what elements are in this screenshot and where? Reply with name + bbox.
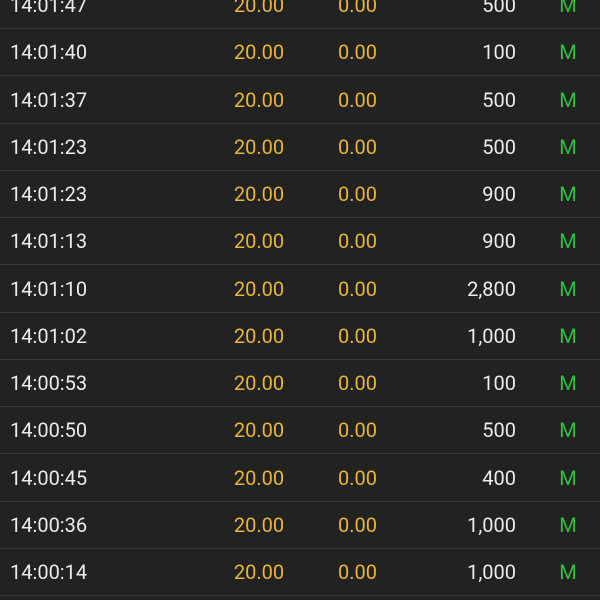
trade-type: M (559, 87, 577, 112)
trade-time: 14:01:23 (10, 182, 88, 206)
trade-type: M (559, 182, 577, 206)
trade-type: M (559, 229, 577, 254)
trade-change: 0.00 (338, 40, 377, 65)
trade-volume: 900 (482, 229, 516, 254)
trade-volume: 2,800 (467, 276, 516, 301)
trade-time: 14:00:53 (10, 371, 88, 395)
trade-price: 20.00 (233, 465, 285, 490)
trade-price: 20.00 (233, 0, 285, 17)
trade-row: 14:01:02 20.00 0.00 1,000 M (0, 313, 600, 360)
trade-row: 14:01:23 20.00 0.00 900 M (0, 171, 600, 218)
trade-row: 14:01:40 20.00 0.00 100 M (0, 29, 600, 77)
trade-volume: 500 (482, 87, 516, 112)
trade-row: 14:01:47 20.00 0.00 500 M (0, 0, 600, 29)
trade-change: 0.00 (338, 87, 377, 112)
trade-price: 20.00 (233, 512, 285, 537)
trade-volume: 500 (482, 0, 516, 17)
trade-change: 0.00 (338, 512, 377, 537)
trade-volume: 1,000 (467, 323, 516, 348)
trade-row: 14:01:37 20.00 0.00 500 M (0, 77, 600, 124)
trade-price: 20.00 (233, 40, 285, 65)
trade-change: 0.00 (338, 182, 377, 206)
trade-time: 14:01:10 (10, 276, 88, 301)
trade-time: 14:01:23 (10, 134, 88, 159)
trade-change: 0.00 (338, 465, 377, 490)
trade-price: 20.00 (233, 418, 285, 443)
trade-type: M (559, 276, 577, 301)
trade-volume: 1,000 (467, 512, 516, 537)
trade-price: 20.00 (233, 276, 285, 301)
trade-time: 14:01:02 (10, 323, 88, 348)
trade-volume: 1,000 (467, 560, 516, 584)
trade-change: 0.00 (338, 134, 377, 159)
trade-change: 0.00 (338, 560, 377, 584)
trade-time: 14:00:14 (10, 560, 88, 584)
trade-type: M (559, 0, 577, 17)
trade-row: 14:01:13 20.00 0.00 900 M (0, 218, 600, 266)
trade-row: 14:00:45 20.00 0.00 400 M (0, 455, 600, 502)
trade-change: 0.00 (338, 323, 377, 348)
trade-time: 14:01:40 (10, 40, 88, 65)
trade-row: 14:00:14 20.00 0.00 1,000 M (0, 549, 600, 596)
trade-time: 14:00:50 (10, 418, 88, 443)
trade-price: 20.00 (233, 560, 285, 584)
trade-price: 20.00 (233, 229, 285, 254)
trade-row: 14:00:36 20.00 0.00 1,000 M (0, 502, 600, 549)
trade-type: M (559, 512, 577, 537)
trade-type: M (559, 465, 577, 490)
trade-price: 20.00 (233, 87, 285, 112)
trade-volume: 900 (482, 182, 516, 206)
trade-row: 14:01:23 20.00 0.00 500 M (0, 124, 600, 171)
trade-time: 14:01:37 (10, 87, 88, 112)
trade-change: 0.00 (338, 418, 377, 443)
trade-volume: 500 (482, 134, 516, 159)
trade-type: M (559, 40, 577, 65)
trade-type: M (559, 323, 577, 348)
trade-time: 14:00:45 (10, 465, 88, 490)
trade-volume: 100 (482, 371, 516, 395)
trade-price: 20.00 (233, 182, 285, 206)
trade-volume: 400 (482, 465, 516, 490)
trade-volume: 100 (482, 40, 516, 65)
trade-type: M (559, 418, 577, 443)
trade-change: 0.00 (338, 229, 377, 254)
trade-row: 14:00:53 20.00 0.00 100 M (0, 360, 600, 407)
trade-price: 20.00 (233, 371, 285, 395)
trade-price: 20.00 (233, 323, 285, 348)
trade-type: M (559, 134, 577, 159)
trade-type: M (559, 560, 577, 584)
trade-price: 20.00 (233, 134, 285, 159)
trade-row: 14:00:50 20.00 0.00 500 M (0, 407, 600, 455)
trade-row: 14:01:10 20.00 0.00 2,800 M (0, 266, 600, 313)
trade-time: 14:01:47 (10, 0, 88, 17)
trade-change: 0.00 (338, 371, 377, 395)
trade-type: M (559, 371, 577, 395)
trade-time: 14:00:36 (10, 512, 88, 537)
trade-change: 0.00 (338, 276, 377, 301)
trade-volume: 500 (482, 418, 516, 443)
trade-time: 14:01:13 (10, 229, 88, 254)
trade-change: 0.00 (338, 0, 377, 17)
